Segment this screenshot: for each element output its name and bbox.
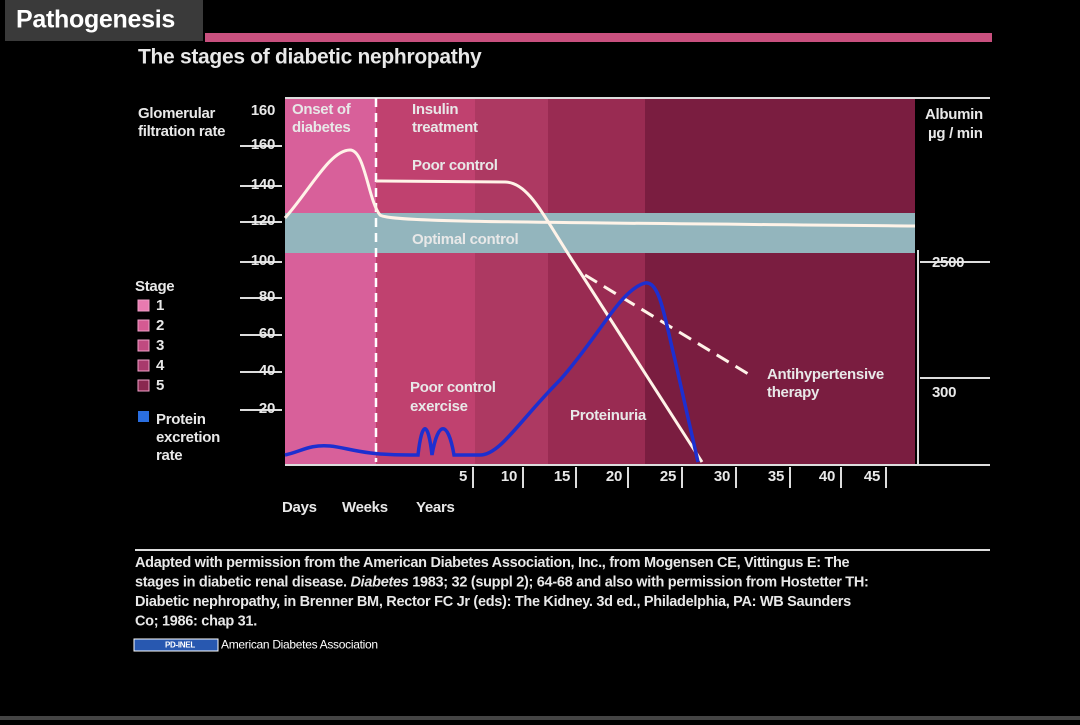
x-tick-label: 15 <box>554 468 570 485</box>
optimal-band <box>285 213 915 253</box>
license-badge <box>133 638 219 652</box>
left-tick-label: 60 <box>259 325 275 342</box>
annotation: treatment <box>412 119 478 136</box>
legend-label: Protein <box>156 411 206 428</box>
x-tick-label: 40 <box>819 468 835 485</box>
protein-curve <box>284 281 700 463</box>
left-tick-label: 100 <box>251 252 275 269</box>
caption-part: Co; 1986: chap 31. <box>135 613 257 629</box>
caption-line: Diabetic nephropathy, in Brenner BM, Rec… <box>135 594 851 610</box>
x-ticks: 5 10 15 20 25 30 35 40 45 <box>459 467 887 488</box>
footer-bar <box>0 716 1080 720</box>
legend-label: 2 <box>156 317 164 334</box>
left-axis-label: Glomerular <box>138 105 215 122</box>
caption-part: stages in diabetic renal disease. <box>135 574 350 590</box>
legend: 1 2 3 4 5 <box>137 297 165 394</box>
annotation: Proteinuria <box>570 407 647 424</box>
header-title: Pathogenesis <box>16 6 175 34</box>
x-tick-label: 30 <box>714 468 730 485</box>
legend-label: 3 <box>156 337 164 354</box>
caption-line: stages in diabetic renal disease. Diabet… <box>135 574 869 590</box>
annotation: Poor control <box>412 157 498 174</box>
right-axis-label: Albumin <box>925 106 983 123</box>
annotation: Poor control <box>410 379 496 396</box>
caption-part: Adapted with permission from the America… <box>135 555 850 571</box>
x-unit: Years <box>416 499 455 516</box>
left-tick-label: 140 <box>251 176 275 193</box>
x-tick-label: 35 <box>768 468 784 485</box>
left-tick-label: 20 <box>259 400 275 417</box>
license-text: American Diabetes Association <box>221 638 378 652</box>
left-tick-label: 160 <box>251 136 275 153</box>
caption: Adapted with permission from the America… <box>135 555 869 630</box>
left-ticks: 160 160 140 120 100 80 60 40 20 <box>251 102 275 417</box>
caption-part: Diabetes <box>350 574 408 590</box>
left-tick-label: 40 <box>259 362 275 379</box>
annotation: Insulin <box>412 101 458 118</box>
optimal-curve <box>283 148 916 228</box>
stage-band <box>475 98 548 465</box>
legend-title: Stage <box>135 278 174 295</box>
right-tick-label: 300 <box>932 384 956 401</box>
legend-swatch <box>137 319 150 332</box>
right-axis-label: µg / min <box>928 125 983 142</box>
left-axis-label: filtration rate <box>138 123 225 140</box>
x-tick-label: 25 <box>660 468 676 485</box>
poor-control-curve <box>375 179 704 463</box>
legend-swatch <box>138 411 149 422</box>
annotation: Antihypertensive <box>767 366 884 383</box>
x-tick-label: 10 <box>501 468 517 485</box>
legend-swatch <box>137 299 150 312</box>
caption-line: Co; 1986: chap 31. <box>135 613 257 629</box>
legend-swatch <box>137 379 150 392</box>
left-tick-label: 120 <box>251 212 275 229</box>
caption-line: Adapted with permission from the America… <box>135 555 850 571</box>
annotation: exercise <box>410 398 468 415</box>
annotation: diabetes <box>292 119 350 136</box>
annotation: Onset of <box>292 101 352 118</box>
legend-label: excretion <box>156 429 220 446</box>
x-unit: Weeks <box>342 499 388 516</box>
license-badge-text: PD-INEL <box>165 641 195 650</box>
legend-label: rate <box>156 447 182 464</box>
x-tick-label: 20 <box>606 468 622 485</box>
left-tick-label: 80 <box>259 288 275 305</box>
figure-title: The stages of diabetic nephropathy <box>138 46 482 69</box>
title-bar <box>205 33 992 42</box>
left-tick-label: 160 <box>251 102 275 119</box>
legend-swatch <box>137 339 150 352</box>
legend-label: 1 <box>156 297 164 314</box>
legend-label: 4 <box>156 357 165 374</box>
legend-label: 5 <box>156 377 164 394</box>
left-tick-lines <box>240 97 990 465</box>
caption-part: 1983; 32 (suppl 2); 64-68 and also with … <box>409 574 869 590</box>
legend-swatch <box>137 359 150 372</box>
x-tick-label: 45 <box>864 468 880 485</box>
x-tick-label: 5 <box>459 468 467 485</box>
stage-band <box>645 98 915 465</box>
caption-part: Diabetic nephropathy, in Brenner BM, Rec… <box>135 594 851 610</box>
header-box <box>5 0 203 41</box>
stage-band <box>376 98 475 465</box>
annotation: therapy <box>767 384 820 401</box>
right-tick-label: 2500 <box>932 254 964 271</box>
stage-band <box>285 98 376 465</box>
x-unit: Days <box>282 499 317 516</box>
annotation: Optimal control <box>412 231 518 248</box>
